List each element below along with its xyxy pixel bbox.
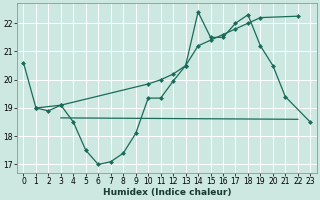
X-axis label: Humidex (Indice chaleur): Humidex (Indice chaleur) [103, 188, 231, 197]
